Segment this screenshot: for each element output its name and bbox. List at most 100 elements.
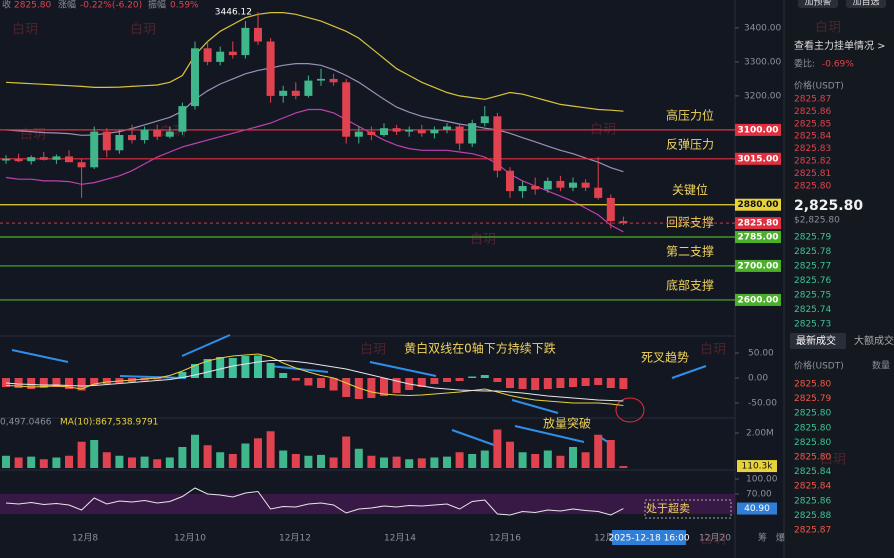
candle-body [2,158,10,161]
arrow [671,365,707,379]
cursor-time-box [612,530,686,545]
level-label: 3100.00 [738,125,779,135]
x-tick-label: 12月10 [174,533,206,544]
volume-bar [178,447,187,468]
level-name: 第二支撑 [666,243,714,258]
volume-bar [531,454,540,468]
candle-body [329,78,338,83]
trade-price: 2825.80 [794,380,831,390]
macd-bar [279,373,288,378]
x-tick-label: 12月8 [72,533,98,544]
volume-bar [140,456,149,468]
volume-bar [380,457,388,468]
level-label: 3015.00 [738,154,779,164]
ask-price: 2825.87 [794,95,831,105]
volume-bar [304,455,313,468]
macd-bar [506,378,514,388]
bid-price: 2825.74 [794,305,831,315]
arrow [11,349,69,363]
level-box [735,231,781,244]
level-label: 2600.00 [738,295,779,305]
macd-bar [569,378,577,387]
tab[interactable]: 大额成交 [854,334,894,347]
candle-body [266,41,275,96]
volume-bar [606,440,615,468]
candle-body [443,126,451,130]
tool: 爆 [776,532,785,544]
bid-price: 2825.76 [794,276,831,286]
macd-bar [65,378,73,389]
level-label: 2785.00 [738,233,779,243]
volume-bar [254,438,262,468]
macd-bar [392,378,401,393]
candle-body [506,170,514,192]
candle-body [90,131,99,168]
annotation: 黄白双线在0轴下方持续下跌 [404,341,556,356]
macd-bar [443,378,451,382]
level-box [735,293,781,306]
watermark: 白玥 [20,127,46,143]
band-upper [5,12,624,112]
candle-body [254,27,262,42]
volume-bar [266,431,275,468]
level-box [735,152,781,165]
ask-price: 2825.84 [794,132,831,142]
depth-link[interactable]: 查看主力挂单情况 > [794,39,886,52]
watermark: 白玥 [815,20,841,36]
y-tick-label: 70.00 [746,490,772,500]
volume-bar [405,459,414,468]
volume-bar [543,450,552,468]
trade-price: 2825.84 [794,482,831,492]
price-header: 价格(USDT) [794,360,844,372]
candle-body [14,158,23,162]
volume-bar [77,441,86,468]
candle-body [65,156,73,163]
volume-bar [39,459,48,468]
arrow [451,429,495,446]
volume-bar [518,452,527,468]
volume-bar [392,456,401,468]
candle-body [216,51,225,62]
macd-bar [153,378,162,380]
last-price-box [735,217,781,230]
volume-bar [191,434,199,468]
watermark: 白玥 [820,452,846,468]
candle-body [39,157,48,160]
candle-body [417,129,426,134]
candle-body [367,131,376,136]
volume-bar [14,457,23,468]
y-tick-label: 2.00M [746,429,774,439]
close-label: 收 [2,0,11,11]
y-tick-label: 3400.00 [744,23,781,33]
volume-bar [52,457,61,468]
ask-price: 2825.82 [794,157,831,167]
macd-bar [52,378,61,387]
trade-price: 2825.88 [794,511,831,521]
button[interactable] [846,0,886,8]
arrow [119,375,187,379]
bid-price: 2825.73 [794,320,831,330]
button[interactable] [798,0,838,8]
tab-active[interactable] [790,333,846,349]
macd-bar [380,378,388,396]
macd-bar [581,378,590,386]
volume-bar [115,455,124,468]
candle-body [317,78,325,81]
qty-header: 数量 [872,360,890,372]
macd-bar [606,378,615,388]
level-name: 回踩支撑 [666,215,714,230]
candle-body [140,129,149,141]
macd-bar [254,355,262,378]
volume-bar [216,452,225,468]
volume-bar [430,457,439,468]
tab[interactable]: 最新成交 [796,334,836,347]
macd-bar [531,378,540,390]
annotation: 死叉趋势 [641,351,689,365]
candle-body [581,182,590,188]
macd-bar [165,377,174,378]
candle-body [191,48,199,107]
level-box [735,259,781,272]
candle-body [279,90,288,96]
volume-bar [329,457,338,468]
